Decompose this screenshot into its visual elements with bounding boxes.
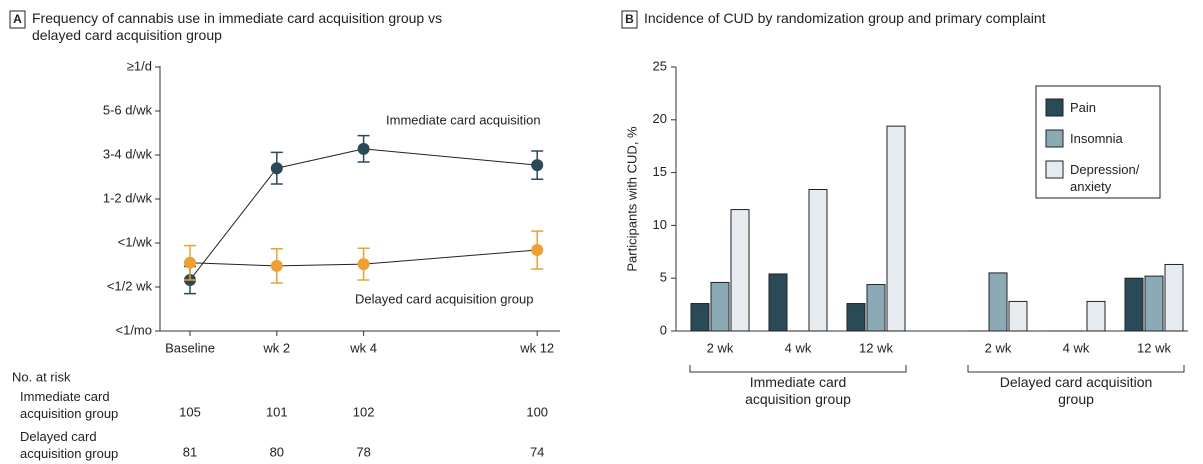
bar [1086, 300, 1106, 332]
bar [730, 209, 750, 332]
at-risk-row-name: Delayed card acquisition group [20, 429, 119, 461]
at-risk-value: 80 [270, 444, 284, 459]
bar [1164, 263, 1184, 332]
y-tick-label: <1/2 wk [107, 278, 153, 293]
chart-title: Incidence of CUD by randomization group … [644, 10, 1046, 26]
bar [988, 272, 1008, 332]
x-tick-label: Baseline [165, 340, 215, 355]
chart-title: Frequency of cannabis use in immediate c… [32, 10, 443, 43]
legend-swatch [1045, 129, 1064, 148]
x-tick-label: wk 2 [262, 340, 290, 355]
legend-label: Insomnia [1070, 131, 1123, 146]
point [531, 244, 544, 257]
point [357, 258, 370, 271]
y-tick-label: 5-6 d/wk [103, 102, 153, 117]
x-tick-label: wk 12 [519, 340, 554, 355]
y-tick-label: 5 [660, 270, 667, 285]
point [184, 256, 196, 269]
group-bracket [689, 365, 907, 373]
y-tick-label: 1-2 d/wk [103, 190, 153, 205]
legend-label: Pain [1070, 100, 1097, 115]
y-tick-label: <1/wk [118, 234, 153, 249]
x-tick-label: 12 wk [859, 340, 893, 355]
group-label: Delayed card acquisition group [999, 374, 1153, 407]
at-risk-value: 102 [353, 404, 375, 419]
series-line [189, 148, 538, 281]
group-label: Immediate card acquisition group [745, 374, 851, 407]
at-risk-value: 101 [266, 404, 288, 419]
panel-label-box [9, 10, 26, 29]
point [357, 142, 370, 155]
point [270, 162, 283, 175]
at-risk-value: 81 [183, 444, 197, 459]
bar [1124, 277, 1144, 332]
y-tick-label: 15 [653, 164, 667, 179]
at-risk-row-name: Immediate card acquisition group [20, 389, 119, 421]
x-tick-label: wk 4 [349, 340, 377, 355]
series-annotation: Delayed card acquisition group [355, 291, 534, 306]
point [531, 159, 544, 172]
y-tick-label: 25 [653, 58, 667, 73]
y-tick-label: 3-4 d/wk [103, 146, 153, 161]
series-line [189, 249, 538, 267]
at-risk-value: 74 [530, 444, 544, 459]
series-annotation: Immediate card acquisition [386, 112, 541, 127]
x-tick-label: 12 wk [1137, 340, 1171, 355]
bar [886, 125, 906, 332]
legend-swatch [1045, 160, 1064, 179]
at-risk-value: 78 [356, 444, 370, 459]
bar [710, 281, 730, 332]
bar [1144, 275, 1164, 332]
y-tick-label: <1/mo [116, 322, 153, 337]
y-tick-label: 0 [660, 322, 667, 337]
bar [808, 188, 828, 332]
panel-label: A [13, 12, 22, 26]
y-tick-label: 20 [653, 111, 667, 126]
at-risk-value: 100 [526, 404, 548, 419]
x-tick-label: 4 wk [1063, 340, 1090, 355]
bar [866, 284, 886, 332]
point [270, 259, 283, 272]
bar [846, 303, 866, 332]
bar [690, 303, 710, 332]
at-risk-value: 105 [179, 404, 201, 419]
x-tick-label: 4 wk [785, 340, 812, 355]
bar [768, 273, 788, 332]
y-tick-label: 10 [653, 217, 667, 232]
bar [1008, 300, 1028, 332]
group-bracket [967, 365, 1185, 373]
legend-label: Depression/ anxiety [1070, 162, 1140, 194]
legend-swatch [1045, 98, 1064, 117]
at-risk-title: No. at risk [12, 369, 71, 384]
panel-label: B [625, 12, 634, 26]
x-tick-label: 2 wk [707, 340, 734, 355]
y-tick-label: ≥1/d [127, 58, 152, 73]
panel-label-box [621, 10, 638, 29]
y-axis-label: Participants with CUD, % [624, 126, 639, 272]
x-tick-label: 2 wk [985, 340, 1012, 355]
